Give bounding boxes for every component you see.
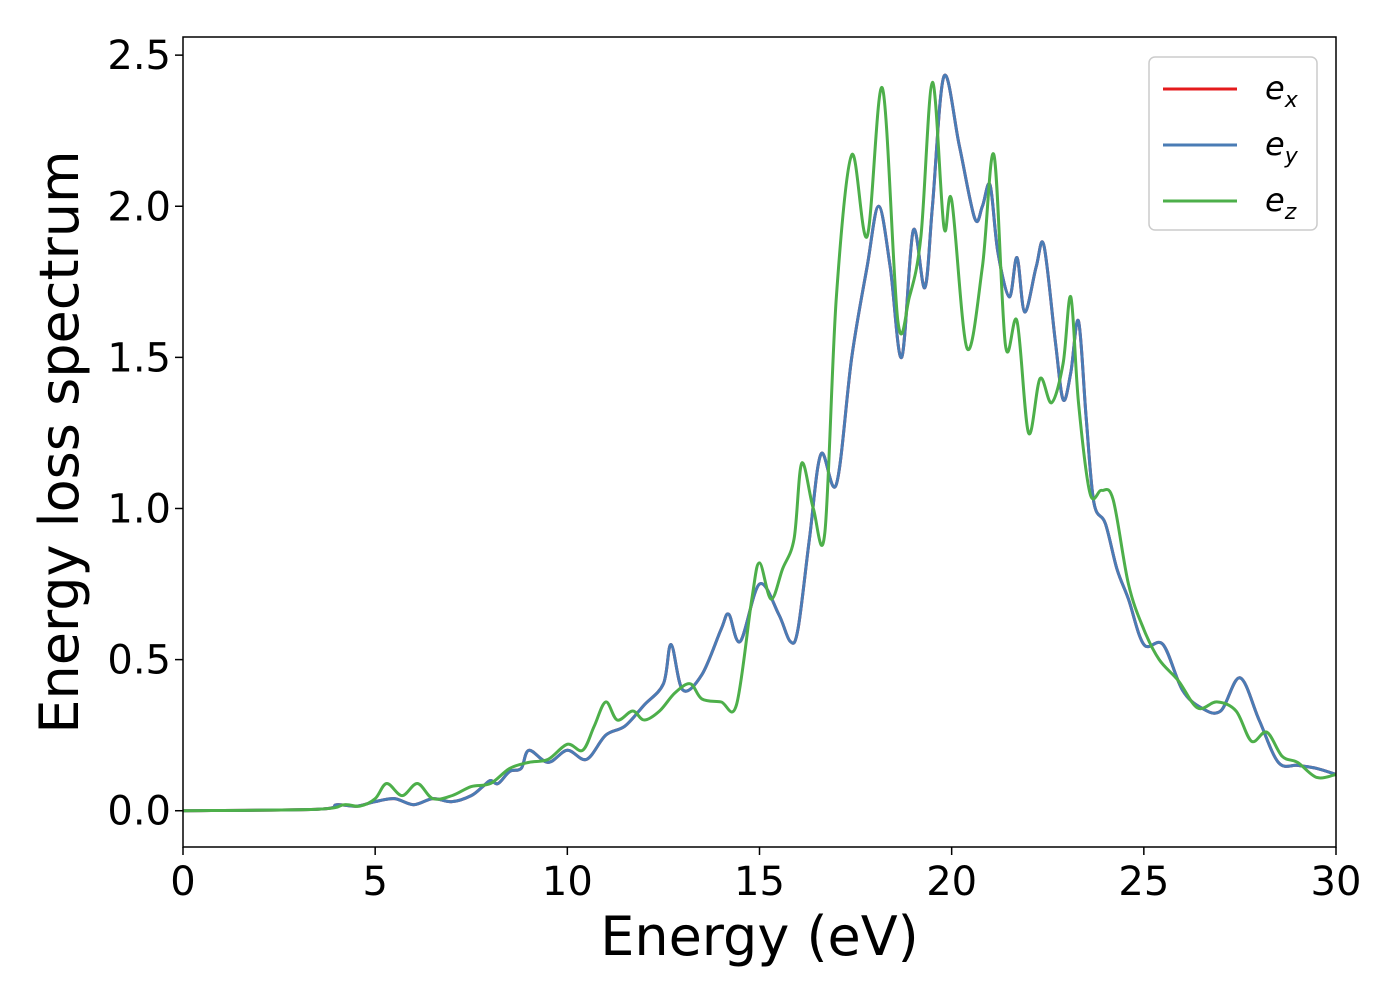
- legend-entry-label: ex: [1265, 69, 1299, 113]
- x-tick-label: 25: [1118, 859, 1169, 905]
- y-tick-label: 1.0: [107, 486, 171, 532]
- legend-entry-label: ey: [1265, 125, 1299, 169]
- legend: ex ey ez: [1148, 56, 1318, 231]
- y-tick-label: 0.5: [107, 638, 171, 684]
- legend-entry-label: ez: [1265, 181, 1297, 225]
- series-line-e-y: [183, 73, 1336, 813]
- x-tick-label: 5: [362, 859, 387, 905]
- y-axis-ticks: 0.0 0.5 1.0 1.5 2.0 2.5: [107, 33, 183, 835]
- x-axis-label: Energy (eV): [600, 905, 919, 968]
- x-axis-ticks: 0 5 10 15 20 25 30: [170, 847, 1361, 905]
- y-tick-label: 2.0: [107, 184, 171, 230]
- series-line-e-z: [183, 80, 1336, 813]
- x-tick-label: 15: [734, 859, 785, 905]
- x-tick-label: 0: [170, 859, 195, 905]
- y-axis-label: Energy loss spectrum: [28, 150, 91, 733]
- y-tick-label: 2.5: [107, 33, 171, 79]
- y-tick-label: 1.5: [107, 335, 171, 381]
- x-tick-label: 20: [926, 859, 977, 905]
- x-tick-label: 10: [542, 859, 593, 905]
- plot-series: [183, 73, 1336, 813]
- x-tick-label: 30: [1311, 859, 1362, 905]
- y-tick-label: 0.0: [107, 789, 171, 835]
